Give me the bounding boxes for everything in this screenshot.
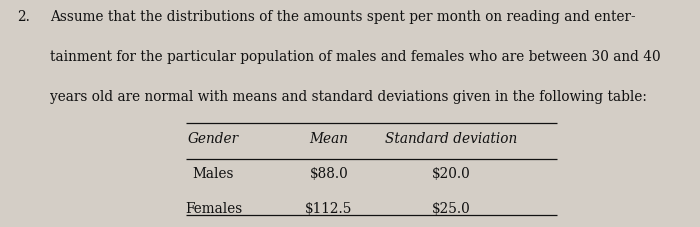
Text: tainment for the particular population of males and females who are between 30 a: tainment for the particular population o… — [50, 50, 661, 64]
Text: Mean: Mean — [309, 132, 349, 146]
Text: 2.: 2. — [18, 10, 30, 24]
Text: Gender: Gender — [188, 132, 239, 146]
Text: $88.0: $88.0 — [309, 167, 349, 181]
Text: years old are normal with means and standard deviations given in the following t: years old are normal with means and stan… — [50, 90, 648, 104]
Text: $25.0: $25.0 — [432, 202, 471, 216]
Text: Assume that the distributions of the amounts spent per month on reading and ente: Assume that the distributions of the amo… — [50, 10, 636, 24]
Text: $20.0: $20.0 — [432, 167, 471, 181]
Text: $112.5: $112.5 — [305, 202, 353, 216]
Text: Females: Females — [185, 202, 242, 216]
Text: Standard deviation: Standard deviation — [386, 132, 517, 146]
Text: Males: Males — [193, 167, 235, 181]
